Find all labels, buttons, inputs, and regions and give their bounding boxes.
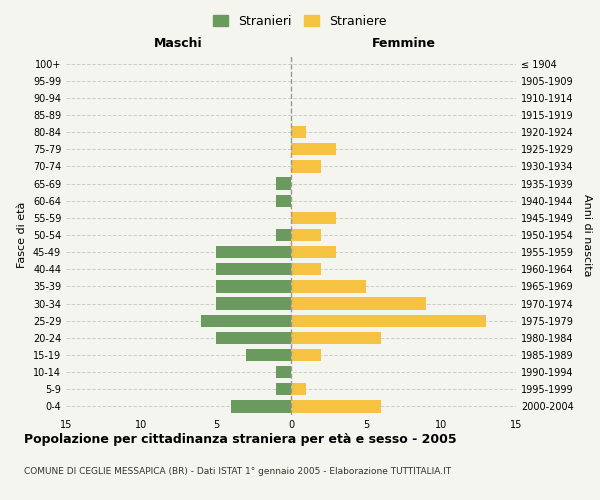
Bar	[291, 246, 336, 258]
Text: Maschi: Maschi	[154, 37, 203, 50]
Text: Femmine: Femmine	[371, 37, 436, 50]
Bar	[276, 229, 291, 241]
Bar	[216, 332, 291, 344]
Bar	[291, 126, 306, 138]
Bar	[291, 298, 426, 310]
Bar	[276, 366, 291, 378]
Bar	[276, 383, 291, 396]
Bar	[291, 383, 306, 396]
Bar	[291, 263, 321, 276]
Bar	[201, 314, 291, 327]
Bar	[291, 229, 321, 241]
Bar	[246, 349, 291, 361]
Y-axis label: Fasce di età: Fasce di età	[17, 202, 27, 268]
Legend: Stranieri, Straniere: Stranieri, Straniere	[209, 11, 391, 32]
Bar	[291, 332, 381, 344]
Bar	[291, 160, 321, 172]
Text: COMUNE DI CEGLIE MESSAPICA (BR) - Dati ISTAT 1° gennaio 2005 - Elaborazione TUTT: COMUNE DI CEGLIE MESSAPICA (BR) - Dati I…	[24, 468, 451, 476]
Bar	[291, 212, 336, 224]
Bar	[216, 298, 291, 310]
Bar	[231, 400, 291, 412]
Bar	[291, 280, 366, 292]
Bar	[216, 246, 291, 258]
Y-axis label: Anni di nascita: Anni di nascita	[582, 194, 592, 276]
Bar	[291, 143, 336, 156]
Bar	[216, 280, 291, 292]
Bar	[291, 314, 486, 327]
Bar	[291, 349, 321, 361]
Bar	[276, 194, 291, 207]
Text: Popolazione per cittadinanza straniera per età e sesso - 2005: Popolazione per cittadinanza straniera p…	[24, 432, 457, 446]
Bar	[276, 178, 291, 190]
Bar	[291, 400, 381, 412]
Bar	[216, 263, 291, 276]
